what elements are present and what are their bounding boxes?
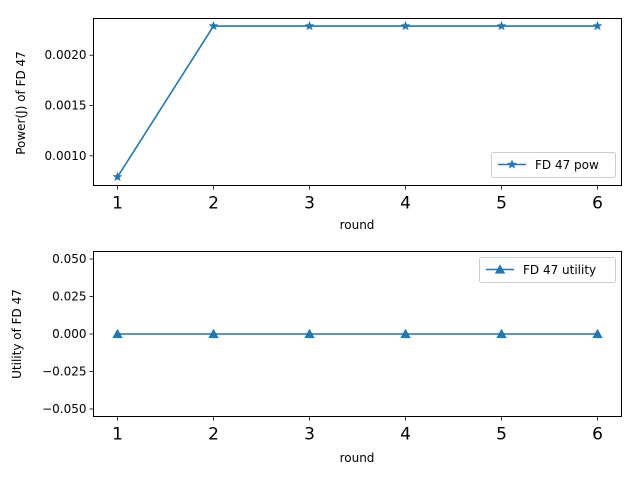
utility-plot-frame (93, 251, 622, 417)
utility-legend-triangle-icon (494, 264, 506, 274)
power-x-axis-label: round (340, 218, 375, 232)
utility-y-axis-label: Utility of FD 47 (10, 289, 24, 379)
utility-data-point (208, 328, 219, 339)
utility-x-tick-label: 3 (304, 425, 315, 445)
power-legend-label: FD 47 pow (535, 158, 599, 172)
power-data-point (400, 20, 411, 31)
power-x-tick-label: 1 (112, 194, 123, 214)
utility-x-tick-label: 6 (592, 425, 603, 445)
power-y-axis-label: Power(J) of FD 47 (14, 51, 28, 155)
utility-y-tick-label: 0.000 (52, 327, 86, 341)
power-y-tick-label: 0.0010 (45, 149, 87, 163)
power-plot-frame (93, 18, 622, 186)
power-subplot: Power(J) of FD 47 round 1 2 3 4 5 6 0.0010 0.00… (14, 18, 622, 232)
utility-data-point (112, 328, 123, 339)
utility-x-tick-label: 5 (496, 425, 507, 445)
utility-x-tick-label: 2 (208, 425, 219, 445)
power-x-tick-label: 3 (304, 194, 315, 214)
power-data-point (496, 20, 507, 31)
power-series-line (116, 25, 598, 178)
utility-data-point (592, 328, 603, 339)
power-x-tick-label: 2 (208, 194, 219, 214)
power-legend: FD 47 pow (491, 152, 616, 178)
utility-legend-box (479, 257, 616, 283)
utility-legend: FD 47 utility (479, 257, 616, 283)
power-marks (112, 20, 603, 182)
power-y-tick-label: 0.0015 (45, 99, 87, 113)
star-icon (506, 159, 518, 169)
power-data-point (112, 171, 123, 182)
utility-subplot: Utility of FD 47 round 1 2 3 4 5 6 −0.050 −0.02… (10, 251, 622, 465)
utility-y-tick-label: −0.025 (42, 365, 86, 379)
utility-legend-label: FD 47 utility (523, 263, 596, 277)
power-x-tick-label: 5 (496, 194, 507, 214)
triangle-icon (494, 264, 506, 274)
utility-data-point (400, 328, 411, 339)
utility-y-tick-label: 0.025 (52, 290, 86, 304)
utility-data-point (496, 328, 507, 339)
utility-ticks: 1 2 3 4 5 6 −0.050 −0.025 0.000 0.025 0.050 (42, 252, 603, 445)
power-ticks: 1 2 3 4 5 6 0.0010 0.0015 0.0020 (45, 48, 603, 213)
utility-y-tick-label: −0.050 (42, 402, 86, 416)
utility-x-tick-label: 1 (112, 425, 123, 445)
power-legend-box (491, 152, 616, 178)
utility-x-axis-label: round (340, 451, 375, 465)
utility-x-tick-label: 4 (400, 425, 411, 445)
power-data-point (304, 20, 315, 31)
power-data-point (592, 20, 603, 31)
power-y-tick-label: 0.0020 (45, 48, 87, 62)
power-legend-star-icon (506, 159, 518, 169)
utility-data-point (304, 328, 315, 339)
power-data-point (208, 20, 219, 31)
power-x-tick-label: 6 (592, 194, 603, 214)
power-x-tick-label: 4 (400, 194, 411, 214)
utility-marks (112, 328, 603, 339)
utility-y-tick-label: 0.050 (52, 252, 86, 266)
